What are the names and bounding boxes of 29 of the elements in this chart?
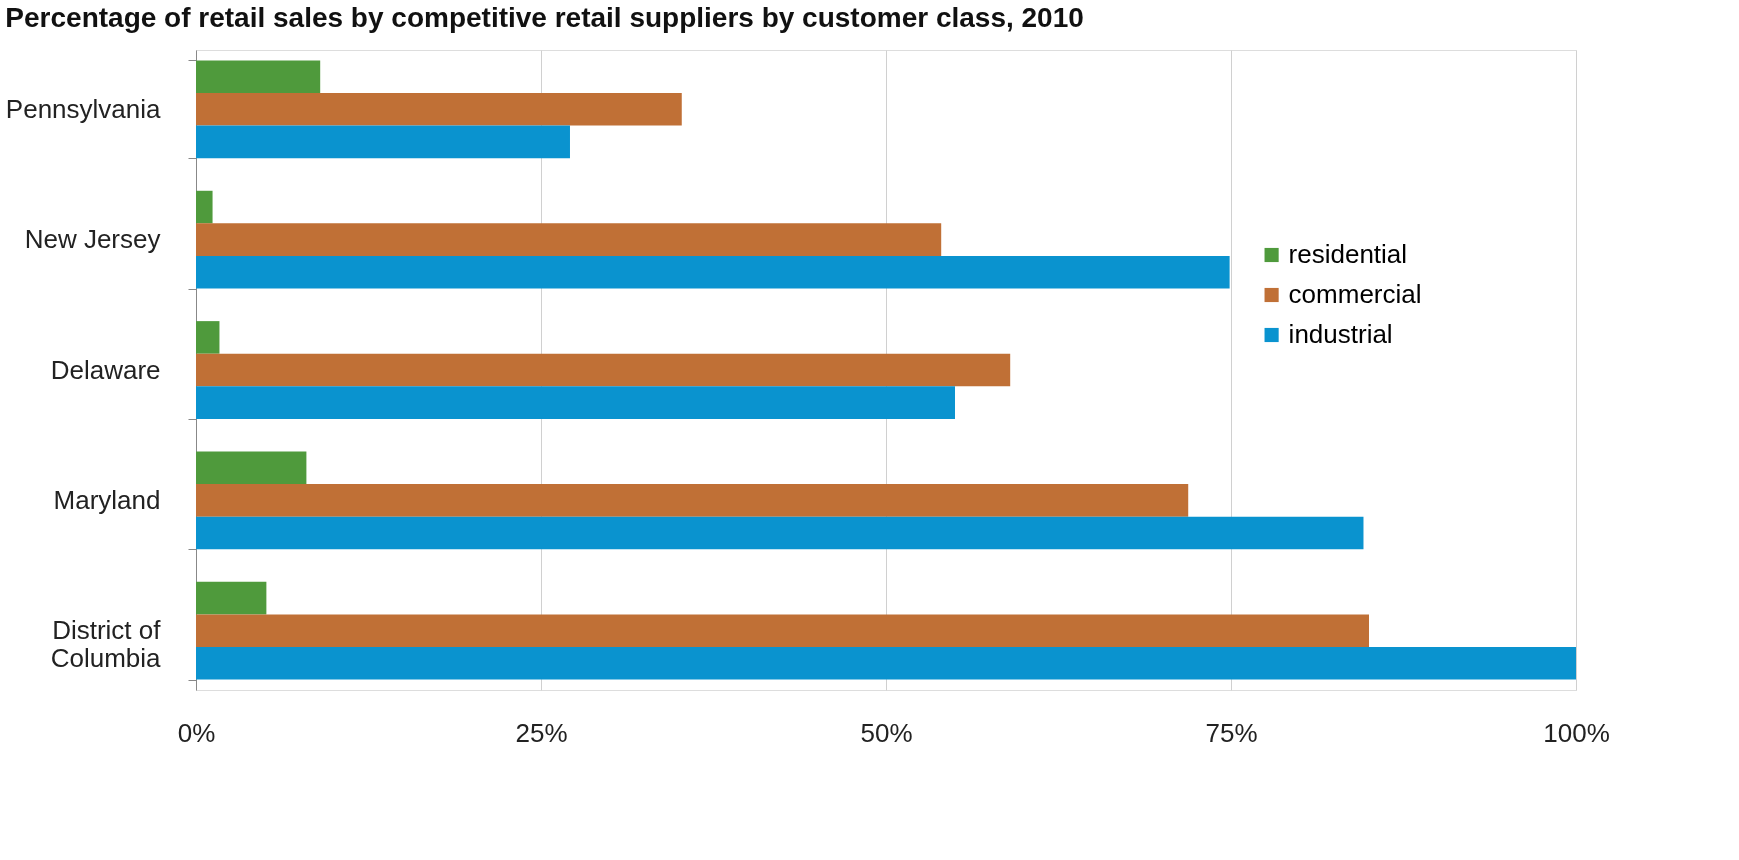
bar bbox=[196, 451, 307, 485]
y-tick-label: District of Columbia bbox=[50, 615, 162, 674]
y-tick-label: New Jersey bbox=[24, 224, 161, 255]
x-tick-label: 0% bbox=[177, 717, 216, 748]
y-tick-label: Delaware bbox=[50, 354, 161, 385]
bar bbox=[196, 60, 321, 94]
bar bbox=[196, 614, 1369, 647]
x-tick-label: 100% bbox=[1543, 717, 1610, 748]
x-tick-label: 25% bbox=[515, 717, 568, 748]
y-tick-label: Maryland bbox=[53, 484, 161, 515]
legend-label: residential bbox=[1288, 239, 1408, 269]
bar bbox=[196, 93, 682, 126]
bar bbox=[196, 223, 942, 256]
bar bbox=[196, 581, 267, 615]
bar bbox=[196, 321, 220, 354]
legend-label: commercial bbox=[1288, 279, 1422, 309]
bar bbox=[196, 646, 1576, 680]
x-tick-label: 50% bbox=[860, 717, 913, 748]
bar bbox=[196, 190, 213, 224]
bar bbox=[196, 516, 1364, 550]
bar bbox=[196, 484, 1189, 517]
bar bbox=[196, 386, 955, 419]
x-tick-label: 75% bbox=[1205, 717, 1258, 748]
bar bbox=[196, 255, 1230, 289]
legend-label: industrial bbox=[1288, 319, 1393, 349]
bar bbox=[196, 353, 1011, 387]
chart-title: Percentage of retail sales by competitive retail suppliers by customer class, 2010 bbox=[5, 2, 1084, 33]
bar bbox=[196, 125, 570, 159]
y-tick-label: Pennsylvania bbox=[5, 93, 162, 124]
